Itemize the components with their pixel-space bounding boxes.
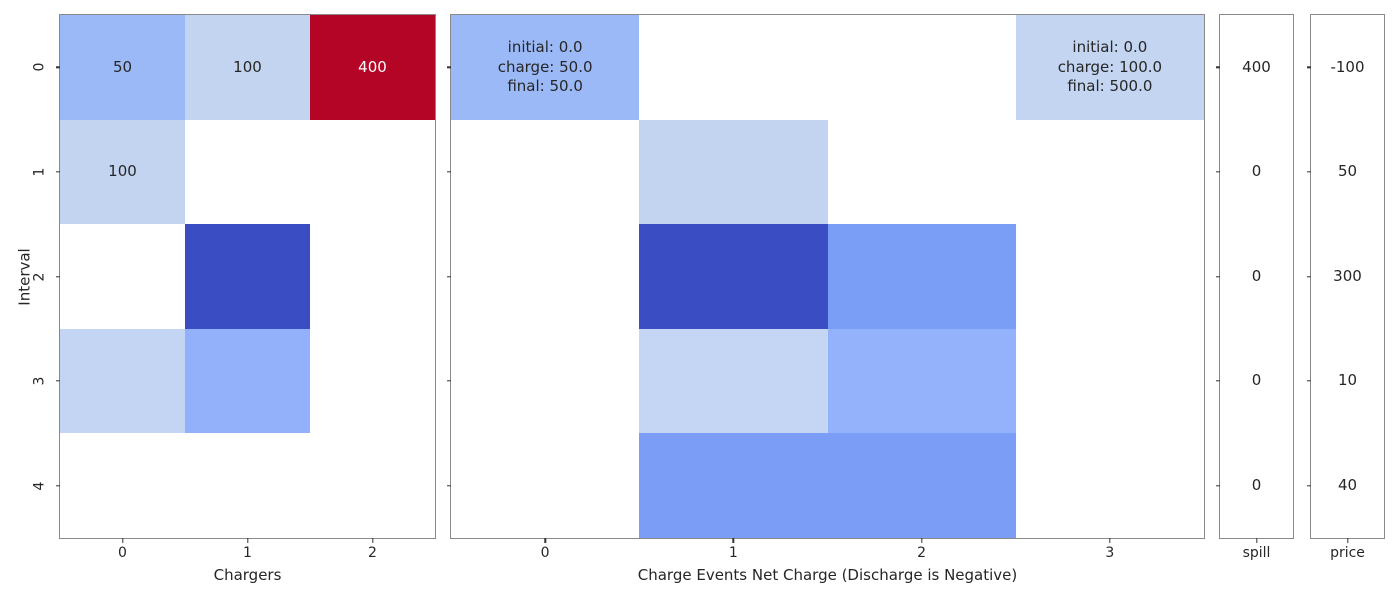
heatmap-cell: 50 — [1311, 119, 1384, 225]
x-tick-label: 2 — [368, 545, 377, 561]
heatmap-cell — [185, 224, 310, 329]
y-tick-mark — [55, 275, 60, 278]
heatmap-cell: 300 — [1311, 224, 1384, 329]
heatmap-cell — [639, 119, 828, 225]
y-tick-mark — [1215, 275, 1220, 278]
heatmap-cell: 100 — [60, 119, 185, 225]
x-tick-mark — [1255, 538, 1258, 543]
x-tick-label: 1 — [728, 545, 738, 561]
y-tick-mark — [55, 171, 60, 173]
x-tick-mark — [121, 538, 124, 543]
x-tick-mark — [371, 538, 374, 543]
y-tick-mark — [55, 484, 60, 487]
heatmap-cell: initial: 0.0 charge: 50.0 final: 50.0 — [451, 15, 640, 120]
price-cells: -100 50 300 10 40 — [1311, 15, 1384, 538]
heatmap-cell: 0 — [1220, 433, 1293, 538]
cell-annotation-line: final: 50.0 — [507, 77, 583, 96]
heatmap-cell — [60, 328, 185, 434]
charge-events-x-axis-label: Charge Events Net Charge (Discharge is N… — [637, 566, 1018, 584]
heatmap-cell — [639, 224, 828, 329]
heatmap-cell — [639, 328, 828, 434]
cell-annotation-line: charge: 50.0 — [497, 57, 593, 76]
y-tick-mark — [446, 66, 451, 68]
y-tick-mark — [55, 380, 60, 382]
x-tick-label: 1 — [243, 545, 252, 561]
y-tick-mark — [446, 380, 451, 382]
y-tick-label: 0 — [30, 62, 47, 72]
spill-heatmap-panel: 400 0 0 0 0 spill — [1215, 14, 1294, 561]
y-tick-mark — [446, 171, 451, 173]
heatmap-cell: 0 — [1220, 328, 1293, 434]
y-tick-mark — [1306, 380, 1311, 382]
heatmap-cell: 400 — [1220, 15, 1293, 120]
heatmap-cell — [827, 433, 1016, 538]
price-heatmap-panel: -100 50 300 10 40 price — [1306, 14, 1385, 561]
heatmap-cell: 100 — [185, 15, 310, 120]
chargers-cells: 50 100 400 100 — [60, 15, 435, 538]
cell-annotation-line: final: 500.0 — [1067, 77, 1153, 96]
heatmap-cell — [827, 328, 1016, 434]
x-tick-mark — [246, 538, 249, 543]
heatmap-cell — [827, 224, 1016, 329]
x-tick-mark — [732, 538, 735, 543]
y-tick-label: 1 — [30, 167, 47, 177]
heatmap-cell: 400 — [310, 15, 435, 120]
charge-events-heatmap-panel: initial: 0.0 charge: 50.0 final: 50.0 initi… — [446, 14, 1205, 584]
heatmap-cell: 40 — [1311, 433, 1384, 538]
x-tick-label: price — [1330, 545, 1365, 561]
heatmap-cell: initial: 0.0 charge: 100.0 final: 500.0 — [1015, 15, 1204, 120]
x-tick-label: 0 — [540, 545, 550, 561]
y-tick-mark — [1306, 275, 1311, 278]
x-tick-mark — [1109, 538, 1111, 543]
cell-annotation-line: initial: 0.0 — [507, 38, 583, 57]
y-tick-mark — [1306, 484, 1311, 487]
y-tick-mark — [1215, 66, 1220, 68]
y-tick-mark — [446, 275, 451, 278]
chargers-x-axis-label: Chargers — [213, 566, 282, 584]
cell-annotation-line: initial: 0.0 — [1072, 38, 1148, 57]
y-tick-mark — [1306, 66, 1311, 68]
x-tick-label: 2 — [917, 545, 927, 561]
heatmap-cell — [639, 433, 828, 538]
x-tick-label: 0 — [118, 545, 127, 561]
heatmap-cell: 0 — [1220, 224, 1293, 329]
y-tick-label: 2 — [30, 272, 47, 281]
y-tick-mark — [1215, 171, 1220, 173]
spill-cells: 400 0 0 0 0 — [1220, 15, 1293, 538]
cell-annotation-line: charge: 100.0 — [1057, 57, 1163, 76]
x-tick-mark — [544, 538, 546, 543]
y-tick-mark — [1215, 380, 1220, 382]
y-tick-label: 3 — [30, 376, 47, 386]
x-tick-mark — [920, 538, 923, 543]
y-tick-mark — [446, 484, 451, 487]
heatmap-cell — [185, 328, 310, 434]
x-tick-mark — [1346, 538, 1349, 543]
x-tick-label: spill — [1242, 545, 1271, 561]
heatmap-cell: 50 — [60, 15, 185, 120]
y-tick-mark — [1306, 171, 1311, 173]
x-tick-label: 3 — [1105, 545, 1115, 561]
y-tick-mark — [55, 66, 60, 68]
y-tick-label: 4 — [30, 481, 47, 491]
heatmap-cell: 10 — [1311, 328, 1384, 434]
heatmap-cell: -100 — [1311, 15, 1384, 120]
charge-events-cells: initial: 0.0 charge: 50.0 final: 50.0 initi… — [451, 15, 1204, 538]
heatmap-cell: 0 — [1220, 119, 1293, 225]
y-tick-mark — [1215, 484, 1220, 487]
